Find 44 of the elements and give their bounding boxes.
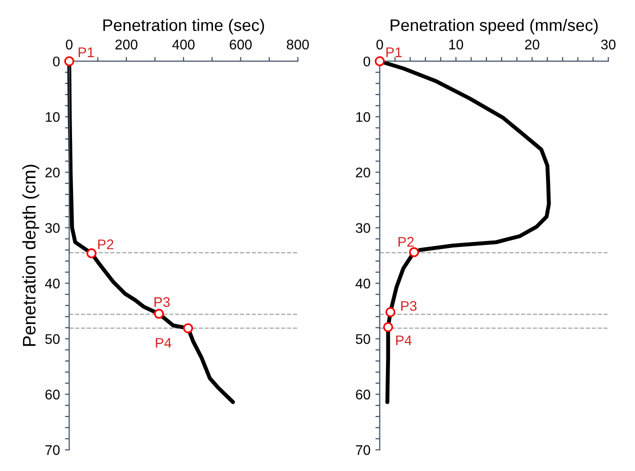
point [385,307,396,318]
y-tick-label: 50 [45,334,60,344]
point [374,56,385,66]
y-tick-label: 20 [356,168,370,178]
annotation: P2 [98,239,114,250]
y-tick-label: 50 [356,334,370,344]
y-tick-label: 60 [45,390,60,400]
y-tick-label: 20 [45,168,60,178]
x-tick-label: 200 [115,40,138,50]
point [383,322,394,332]
y-tick-label: 60 [356,390,370,400]
y-tick-label: 10 [356,112,370,122]
y-tick-label: 70 [45,445,60,455]
annotation: P3 [154,297,170,307]
y-tick-label: 0 [53,56,60,66]
x-tick-label: 20 [525,40,540,50]
point [64,56,74,66]
annotation: P4 [396,336,412,346]
point [409,247,420,258]
annotation: P1 [386,48,402,58]
y-tick-label: 40 [356,278,370,288]
y-tick-label: 10 [46,112,60,122]
x-tick-label: 400 [172,40,195,50]
annotation: P1 [78,48,94,58]
annotation: P2 [398,236,414,247]
x-tick-label: 10 [449,40,464,50]
x-tick-label: 30 [601,40,616,50]
x-axis-title: Penetration time (sec) [103,18,264,34]
annotation: P3 [401,301,416,311]
point [183,323,194,334]
x-tick-label: 800 [286,40,309,50]
point [154,308,164,319]
x-tick-label: 0 [66,40,73,50]
y-axis-title: Penetration depth (cm) [22,164,40,346]
x-tick-label: 0 [376,40,384,50]
y-tick-label: 70 [356,445,370,455]
y-tick-label: 30 [45,223,60,233]
point [86,248,97,258]
y-tick-label: 0 [364,56,370,66]
annotation: P4 [156,338,172,348]
x-axis-title: Penetration speed (mm/sec) [390,18,598,34]
x-tick-label: 600 [230,40,252,50]
y-tick-label: 30 [356,223,370,233]
y-tick-label: 40 [45,278,60,288]
